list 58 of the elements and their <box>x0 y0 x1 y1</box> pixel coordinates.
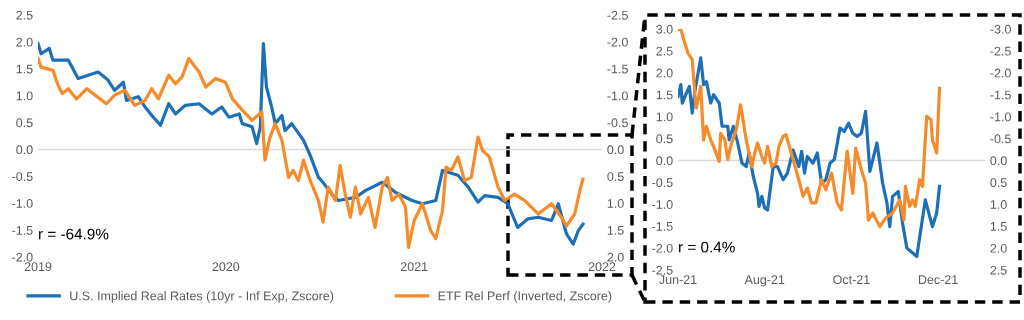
y-tick-label: -0.5 <box>12 172 33 181</box>
y2-tick-label: 0.0 <box>607 145 624 155</box>
y-tick-label: 2.5 <box>656 46 673 56</box>
y-tick-label: -1.5 <box>12 226 33 235</box>
x-tick-label: 2019 <box>24 262 52 272</box>
y-tick-label: 1.5 <box>656 90 673 100</box>
line-series <box>678 56 942 259</box>
y2-tick-label: 1.5 <box>990 222 1007 231</box>
y2-tick-label: -0.5 <box>990 134 1011 144</box>
y2-tick-label: -1.5 <box>990 90 1011 100</box>
y2-tick-label: 2.0 <box>990 243 1007 253</box>
x-tick-label: 2022 <box>588 262 616 272</box>
y-tick-label: 0.0 <box>656 156 673 166</box>
y2-tick-label: 2.5 <box>990 265 1007 275</box>
y2-tick-label: -1.5 <box>607 64 628 74</box>
y2-tick-label: 0.5 <box>607 172 624 181</box>
y-tick-label: 3.0 <box>656 24 673 34</box>
y-tick-label: 0.0 <box>16 145 33 155</box>
y-tick-label: 0.5 <box>656 134 673 144</box>
y2-tick-label: -1.0 <box>607 91 628 101</box>
x-tick-label: Aug-21 <box>744 275 785 287</box>
y-tick-label: -2.0 <box>652 243 673 253</box>
y-tick-label: -2.5 <box>652 265 673 275</box>
y-tick-label: -0.5 <box>652 178 673 188</box>
line-series <box>678 29 942 229</box>
y-tick-label: 1.0 <box>656 112 673 122</box>
legend-label: U.S. Implied Real Rates (10yr - Inf Exp, Zscore) <box>70 291 334 303</box>
y-tick-label: -1.0 <box>12 199 33 208</box>
y2-tick-label: 1.0 <box>607 199 624 208</box>
y2-tick-label: -2.0 <box>607 37 628 47</box>
y2-tick-label: 0.5 <box>990 178 1007 188</box>
y2-tick-label: -0.5 <box>607 118 628 128</box>
x-tick-label: Dec-21 <box>918 275 958 285</box>
y2-tick-label: -2.5 <box>607 10 628 20</box>
y2-tick-label: 1.0 <box>990 200 1007 209</box>
legend-label: ETF Rel Perf (Inverted, Zscore) <box>438 291 612 303</box>
y2-tick-label: 0.0 <box>990 156 1007 166</box>
annotation: r = 0.4% <box>679 241 735 253</box>
y2-tick-label: 1.5 <box>607 226 624 235</box>
y-tick-label: 2.5 <box>16 10 33 20</box>
y2-tick-label: -3.0 <box>990 24 1011 34</box>
y2-tick-label: -1.0 <box>990 112 1011 122</box>
x-tick-label: Jun-21 <box>659 275 697 285</box>
y2-tick-label: 2.0 <box>607 252 624 262</box>
y-tick-label: 0.5 <box>16 118 33 128</box>
y2-tick-label: -2.0 <box>990 68 1011 78</box>
y-tick-label: 2.0 <box>656 68 673 78</box>
x-tick-label: Oct-21 <box>833 275 870 285</box>
x-tick-label: 2021 <box>400 262 428 272</box>
y-tick-label: -1.0 <box>652 200 673 209</box>
y-tick-label: -1.5 <box>652 222 673 231</box>
y-tick-label: -2.0 <box>12 252 33 262</box>
y-tick-label: 1.5 <box>16 64 33 74</box>
x-tick-label: 2020 <box>212 262 240 272</box>
y-tick-label: 1.0 <box>16 91 33 101</box>
annotation: r = -64.9% <box>39 228 109 240</box>
y-tick-label: 2.0 <box>16 37 33 47</box>
y2-tick-label: -2.5 <box>990 46 1011 56</box>
